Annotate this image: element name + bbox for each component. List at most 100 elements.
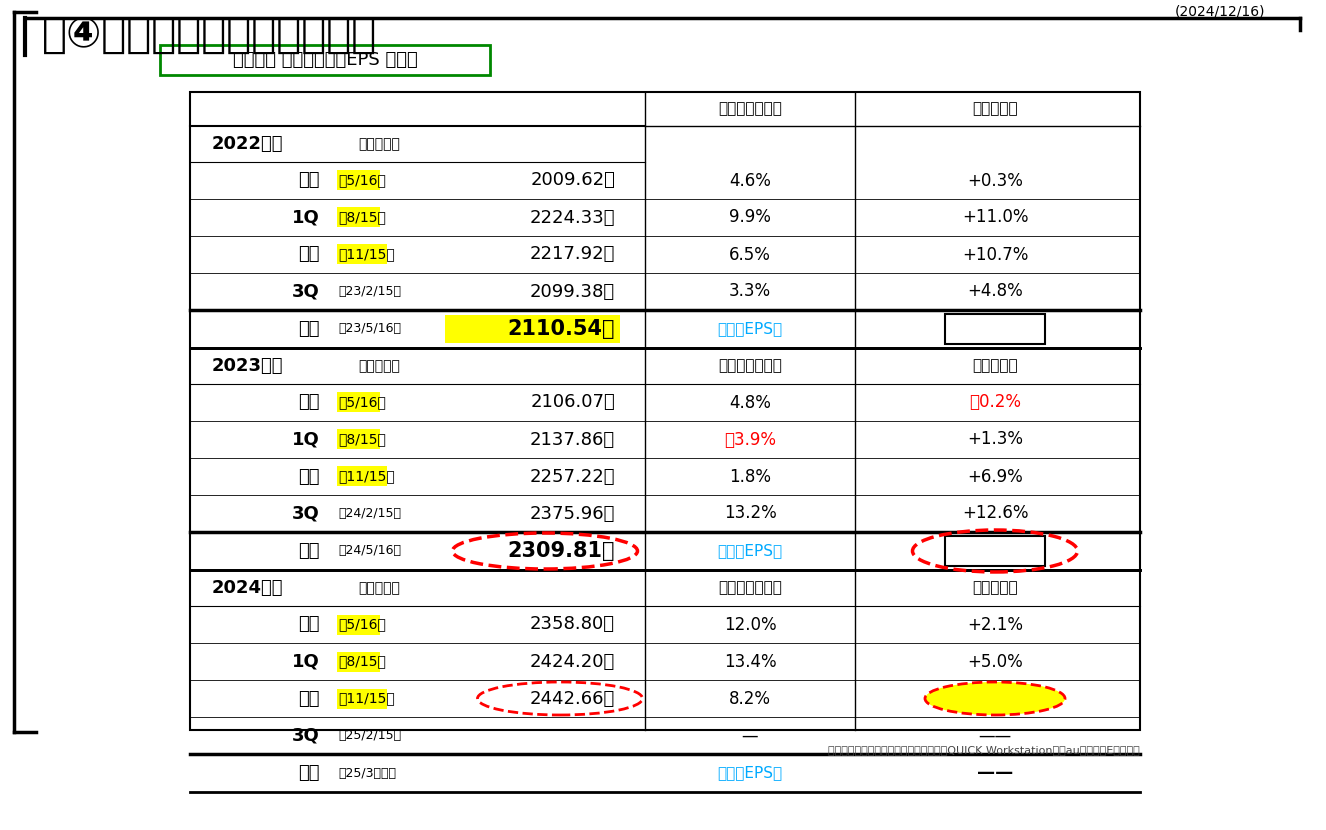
Text: 図④［企業業績は堅調推移］: 図④［企業業績は堅調推移］: [42, 14, 378, 56]
Text: +5.8%: +5.8%: [967, 690, 1022, 707]
Text: 着地: 着地: [298, 320, 320, 338]
Text: 期初: 期初: [298, 172, 320, 189]
Text: （25/3月末）: （25/3月末）: [338, 766, 396, 779]
FancyBboxPatch shape: [337, 429, 381, 450]
Text: 中間: 中間: [298, 246, 320, 263]
Text: （11/15）: （11/15）: [338, 691, 395, 706]
Text: （11/15）: （11/15）: [338, 470, 395, 484]
Text: （前年同期比）: （前年同期比）: [719, 359, 782, 374]
Text: +1.3%: +1.3%: [967, 431, 1022, 448]
Text: （前期比）: （前期比）: [972, 580, 1018, 595]
Text: 着地: 着地: [298, 542, 320, 560]
Text: 2009.62円: 2009.62円: [530, 172, 615, 189]
FancyBboxPatch shape: [337, 245, 387, 265]
Text: （前年同期比）: （前年同期比）: [719, 101, 782, 116]
FancyBboxPatch shape: [337, 393, 381, 413]
FancyBboxPatch shape: [337, 652, 381, 671]
Text: 9.9%: 9.9%: [729, 208, 770, 227]
Text: 2099.38円: 2099.38円: [530, 282, 615, 300]
Text: （実績EPS）: （実績EPS）: [717, 321, 782, 336]
Text: 3.3%: 3.3%: [729, 282, 770, 300]
Text: 3Q: 3Q: [292, 726, 320, 745]
Text: +11.0%: +11.0%: [961, 208, 1028, 227]
FancyBboxPatch shape: [160, 45, 491, 75]
Text: 1.8%: 1.8%: [729, 467, 770, 486]
Text: （発表日）: （発表日）: [358, 581, 400, 595]
Text: （5/16）: （5/16）: [338, 618, 386, 632]
Text: 中間: 中間: [298, 690, 320, 707]
Text: （25/2/15）: （25/2/15）: [338, 729, 402, 742]
Text: ——: ——: [977, 764, 1013, 782]
FancyBboxPatch shape: [337, 170, 381, 191]
Bar: [190, 92, 1140, 730]
Text: 13.2%: 13.2%: [724, 505, 777, 523]
Text: +0.3%: +0.3%: [967, 172, 1022, 189]
Text: 2375.96円: 2375.96円: [529, 505, 615, 523]
Text: （実績EPS）: （実績EPS）: [717, 544, 782, 559]
Bar: [945, 536, 1045, 566]
Text: 4.6%: 4.6%: [729, 172, 770, 189]
Text: 2217.92円: 2217.92円: [529, 246, 615, 263]
Text: （11/15）: （11/15）: [338, 247, 395, 261]
Text: （前年同期比）: （前年同期比）: [719, 580, 782, 595]
Text: +5.0%: +5.0%: [967, 652, 1022, 671]
Text: 中間: 中間: [298, 467, 320, 486]
Text: 3Q: 3Q: [292, 282, 320, 300]
Text: 13.4%: 13.4%: [724, 652, 776, 671]
Text: （前期比）: （前期比）: [972, 359, 1018, 374]
Text: 期初: 期初: [298, 616, 320, 633]
Text: （8/15）: （8/15）: [338, 655, 386, 668]
Text: 3Q: 3Q: [292, 505, 320, 523]
Text: +4.8%: +4.8%: [967, 282, 1022, 300]
Text: +12.6%: +12.6%: [961, 505, 1028, 523]
Text: （24/5/16）: （24/5/16）: [338, 544, 400, 558]
Text: 4.8%: 4.8%: [729, 393, 770, 412]
FancyBboxPatch shape: [337, 614, 381, 634]
Text: （出所）当資料表は各種データ・資料、QUICK WorkstationよりauカブコムE券作成。: （出所）当資料表は各種データ・資料、QUICK Workstationよりauカ…: [829, 745, 1140, 755]
Text: 四半期別 日経平均予想EPS 業績表: 四半期別 日経平均予想EPS 業績表: [232, 51, 418, 69]
Text: 1Q: 1Q: [292, 208, 320, 227]
Text: －3.9%: －3.9%: [724, 431, 776, 448]
Text: +6.9%: +6.9%: [967, 467, 1022, 486]
Text: （8/15）: （8/15）: [338, 211, 386, 224]
Text: 2137.86円: 2137.86円: [530, 431, 615, 448]
Text: （23/5/16）: （23/5/16）: [338, 323, 400, 335]
Text: （5/16）: （5/16）: [338, 396, 386, 409]
Text: +10.7%: +10.7%: [961, 246, 1028, 263]
Text: 8.2%: 8.2%: [729, 690, 770, 707]
Text: （24/2/15）: （24/2/15）: [338, 507, 400, 520]
Text: 2442.66円: 2442.66円: [530, 690, 615, 707]
FancyBboxPatch shape: [337, 208, 381, 227]
Text: 2309.81円: 2309.81円: [508, 541, 615, 561]
Text: +2.1%: +2.1%: [967, 616, 1022, 633]
Text: 2424.20円: 2424.20円: [530, 652, 615, 671]
Text: （5/16）: （5/16）: [338, 173, 386, 188]
Text: ——: ——: [979, 726, 1012, 745]
FancyBboxPatch shape: [337, 689, 387, 709]
Text: (2024/12/16): (2024/12/16): [1175, 5, 1265, 19]
Text: 12.0%: 12.0%: [724, 616, 776, 633]
Text: —: —: [741, 726, 758, 745]
FancyBboxPatch shape: [446, 315, 621, 343]
Text: （前期比）: （前期比）: [972, 101, 1018, 116]
Text: －0.2%: －0.2%: [969, 393, 1021, 412]
Text: 2257.22円: 2257.22円: [529, 467, 615, 486]
Text: （実績EPS）: （実績EPS）: [717, 765, 782, 780]
Text: （8/15）: （8/15）: [338, 432, 386, 447]
Text: （発表日）: （発表日）: [358, 137, 400, 151]
Text: 2022年度: 2022年度: [212, 135, 284, 153]
Text: 2224.33円: 2224.33円: [529, 208, 615, 227]
Bar: [945, 314, 1045, 344]
Text: 6.5%: 6.5%: [729, 246, 770, 263]
Text: +9.4%: +9.4%: [963, 542, 1028, 560]
FancyBboxPatch shape: [337, 466, 387, 486]
Text: 2110.54円: 2110.54円: [508, 319, 615, 339]
Text: 1Q: 1Q: [292, 652, 320, 671]
Ellipse shape: [926, 682, 1065, 715]
Text: 2358.80円: 2358.80円: [530, 616, 615, 633]
Text: 2024年度: 2024年度: [212, 579, 284, 597]
Text: 着地: 着地: [298, 764, 320, 782]
Text: +5.3%: +5.3%: [963, 320, 1028, 338]
Text: （23/2/15）: （23/2/15）: [338, 285, 400, 298]
Text: （発表日）: （発表日）: [358, 359, 400, 373]
